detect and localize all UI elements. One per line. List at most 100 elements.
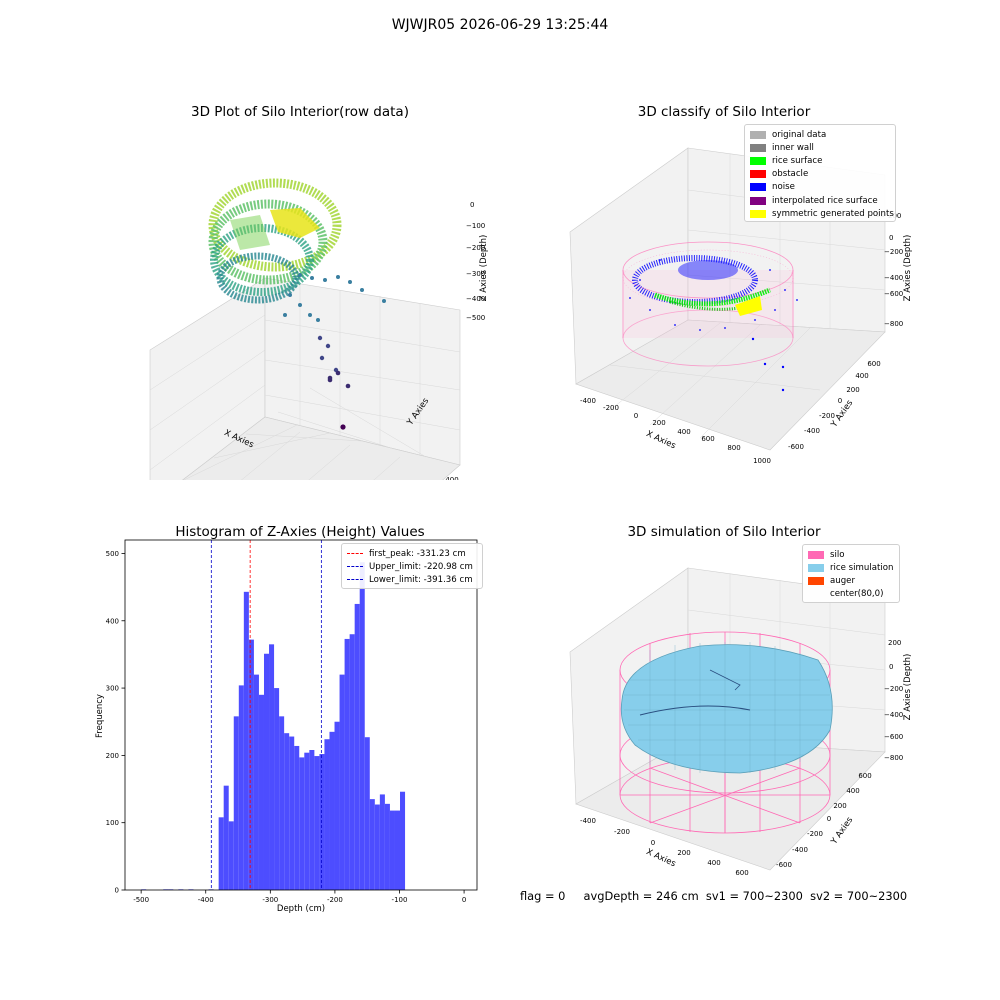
legend-item-interpolated: interpolated rice surface: [750, 194, 890, 207]
histogram-bars: [141, 562, 406, 890]
histogram-bar: [334, 721, 340, 890]
histogram-bar: [379, 794, 385, 890]
histogram-bar: [248, 639, 254, 890]
svg-text:−500: −500: [466, 314, 485, 322]
histogram-bar: [238, 685, 244, 890]
y-tick-label: 400: [106, 617, 119, 625]
x-tick-label: -100: [392, 896, 408, 904]
histogram-bar: [369, 799, 375, 890]
legend-item-center: center(80,0): [808, 588, 894, 601]
histogram-bar: [329, 731, 335, 890]
histogram-bar: [258, 694, 264, 890]
simulation-ylabel: Y Axies: [829, 815, 856, 847]
figure-title: WJWJR05 2026-06-29 13:25:44: [391, 17, 609, 33]
svg-text:800: 800: [727, 444, 740, 452]
panel2-title: 3D classify of Silo Interior: [637, 104, 811, 120]
legend-swatch: [750, 130, 766, 139]
histogram-chart: -500 -400 -300 -200 -100 0 0 100 200 300 400 500 D…: [95, 539, 478, 914]
svg-text:-200: -200: [807, 830, 823, 838]
status-footer: flag = 0 avgDepth = 246 cm sv1 = 700~230…: [520, 889, 908, 903]
svg-text:400: 400: [846, 787, 859, 795]
svg-text:0: 0: [889, 663, 893, 671]
svg-text:600: 600: [867, 360, 880, 368]
svg-text:−100: −100: [466, 222, 485, 230]
legend-line: [347, 553, 363, 555]
legend-line: [347, 566, 363, 568]
histogram-bar: [389, 810, 395, 890]
legend-item-rice-simulation: rice simulation: [808, 561, 894, 574]
svg-text:0: 0: [470, 201, 474, 209]
svg-text:400: 400: [707, 859, 720, 867]
panel1-title: 3D Plot of Silo Interior(row data): [191, 104, 409, 120]
svg-text:200: 200: [677, 849, 690, 857]
svg-text:−800: −800: [884, 320, 903, 328]
y-tick-label: 0: [115, 887, 119, 895]
legend-swatch: [750, 196, 766, 205]
x-tick-label: -300: [262, 896, 278, 904]
histogram-bar: [269, 644, 275, 890]
y-tick-label: 300: [106, 685, 119, 693]
histogram-bar: [233, 716, 239, 890]
legend-swatch: [808, 590, 824, 598]
histogram-bar: [218, 817, 224, 890]
simulation-zlabel: Z Axies (Depth): [903, 654, 913, 721]
svg-text:400: 400: [677, 428, 690, 436]
histogram-frame: [124, 539, 478, 891]
svg-text:200: 200: [888, 639, 901, 647]
svg-text:-200: -200: [819, 412, 835, 420]
histogram-bar: [243, 591, 249, 890]
svg-text:-600: -600: [788, 443, 804, 451]
svg-text:0: 0: [827, 815, 831, 823]
panel4-title: 3D simulation of Silo Interior: [627, 524, 821, 540]
svg-text:−400: −400: [884, 274, 903, 282]
svg-text:-600: -600: [776, 861, 792, 869]
histogram-bar: [294, 745, 300, 890]
svg-text:−300: −300: [466, 270, 485, 278]
svg-text:600: 600: [735, 869, 748, 877]
legend-item-first-peak: first_peak: -331.23 cm: [347, 547, 477, 560]
histogram-marker-lines: [210, 540, 322, 890]
svg-text:−600: −600: [884, 733, 903, 741]
histogram-bar: [364, 737, 370, 890]
histogram-bar: [289, 736, 295, 890]
svg-text:-400: -400: [792, 846, 808, 854]
svg-text:400: 400: [855, 372, 868, 380]
svg-text:0: 0: [889, 234, 893, 242]
histogram-bar: [339, 674, 345, 890]
histogram-bar: [384, 803, 390, 890]
histogram-x-ticks: -500 -400 -300 -200 -100 0: [133, 890, 466, 904]
y-tick-label: 500: [106, 550, 119, 558]
svg-text:-400: -400: [580, 817, 596, 825]
histogram-bar: [228, 821, 234, 890]
legend-item-silo: silo: [808, 548, 894, 561]
histogram-bar: [394, 810, 401, 890]
legend-item-upper-limit: Upper_limit: -220.98 cm: [347, 560, 477, 573]
classify-xlabel: X Axies: [645, 429, 678, 452]
histogram-bar: [299, 757, 305, 890]
legend-swatch: [750, 183, 766, 192]
legend-line: [347, 579, 363, 581]
histogram-bar: [374, 804, 380, 890]
svg-text:200: 200: [846, 386, 859, 394]
histogram-bar: [319, 754, 325, 890]
legend-swatch: [808, 550, 824, 559]
histogram-ylabel: Frequency: [95, 694, 105, 738]
classify-legend: original data inner wall rice surface ob…: [744, 124, 896, 223]
legend-item-symmetric: symmetric generated points: [750, 207, 894, 220]
svg-text:−200: −200: [466, 244, 485, 252]
histogram-bar: [284, 733, 290, 890]
legend-item-noise: noise: [750, 181, 890, 194]
svg-text:−400: −400: [466, 295, 485, 303]
svg-text:200: 200: [652, 419, 665, 427]
histogram-bar: [359, 562, 365, 890]
svg-text:0: 0: [838, 397, 842, 405]
raw-zlabel: Z Axies (Depth): [479, 235, 489, 302]
legend-swatch: [808, 563, 824, 572]
x-tick-label: 0: [462, 896, 466, 904]
y-tick-label: 100: [106, 819, 119, 827]
histogram-bar: [349, 634, 355, 890]
svg-text:-400: -400: [804, 427, 820, 435]
legend-swatch: [750, 156, 766, 165]
